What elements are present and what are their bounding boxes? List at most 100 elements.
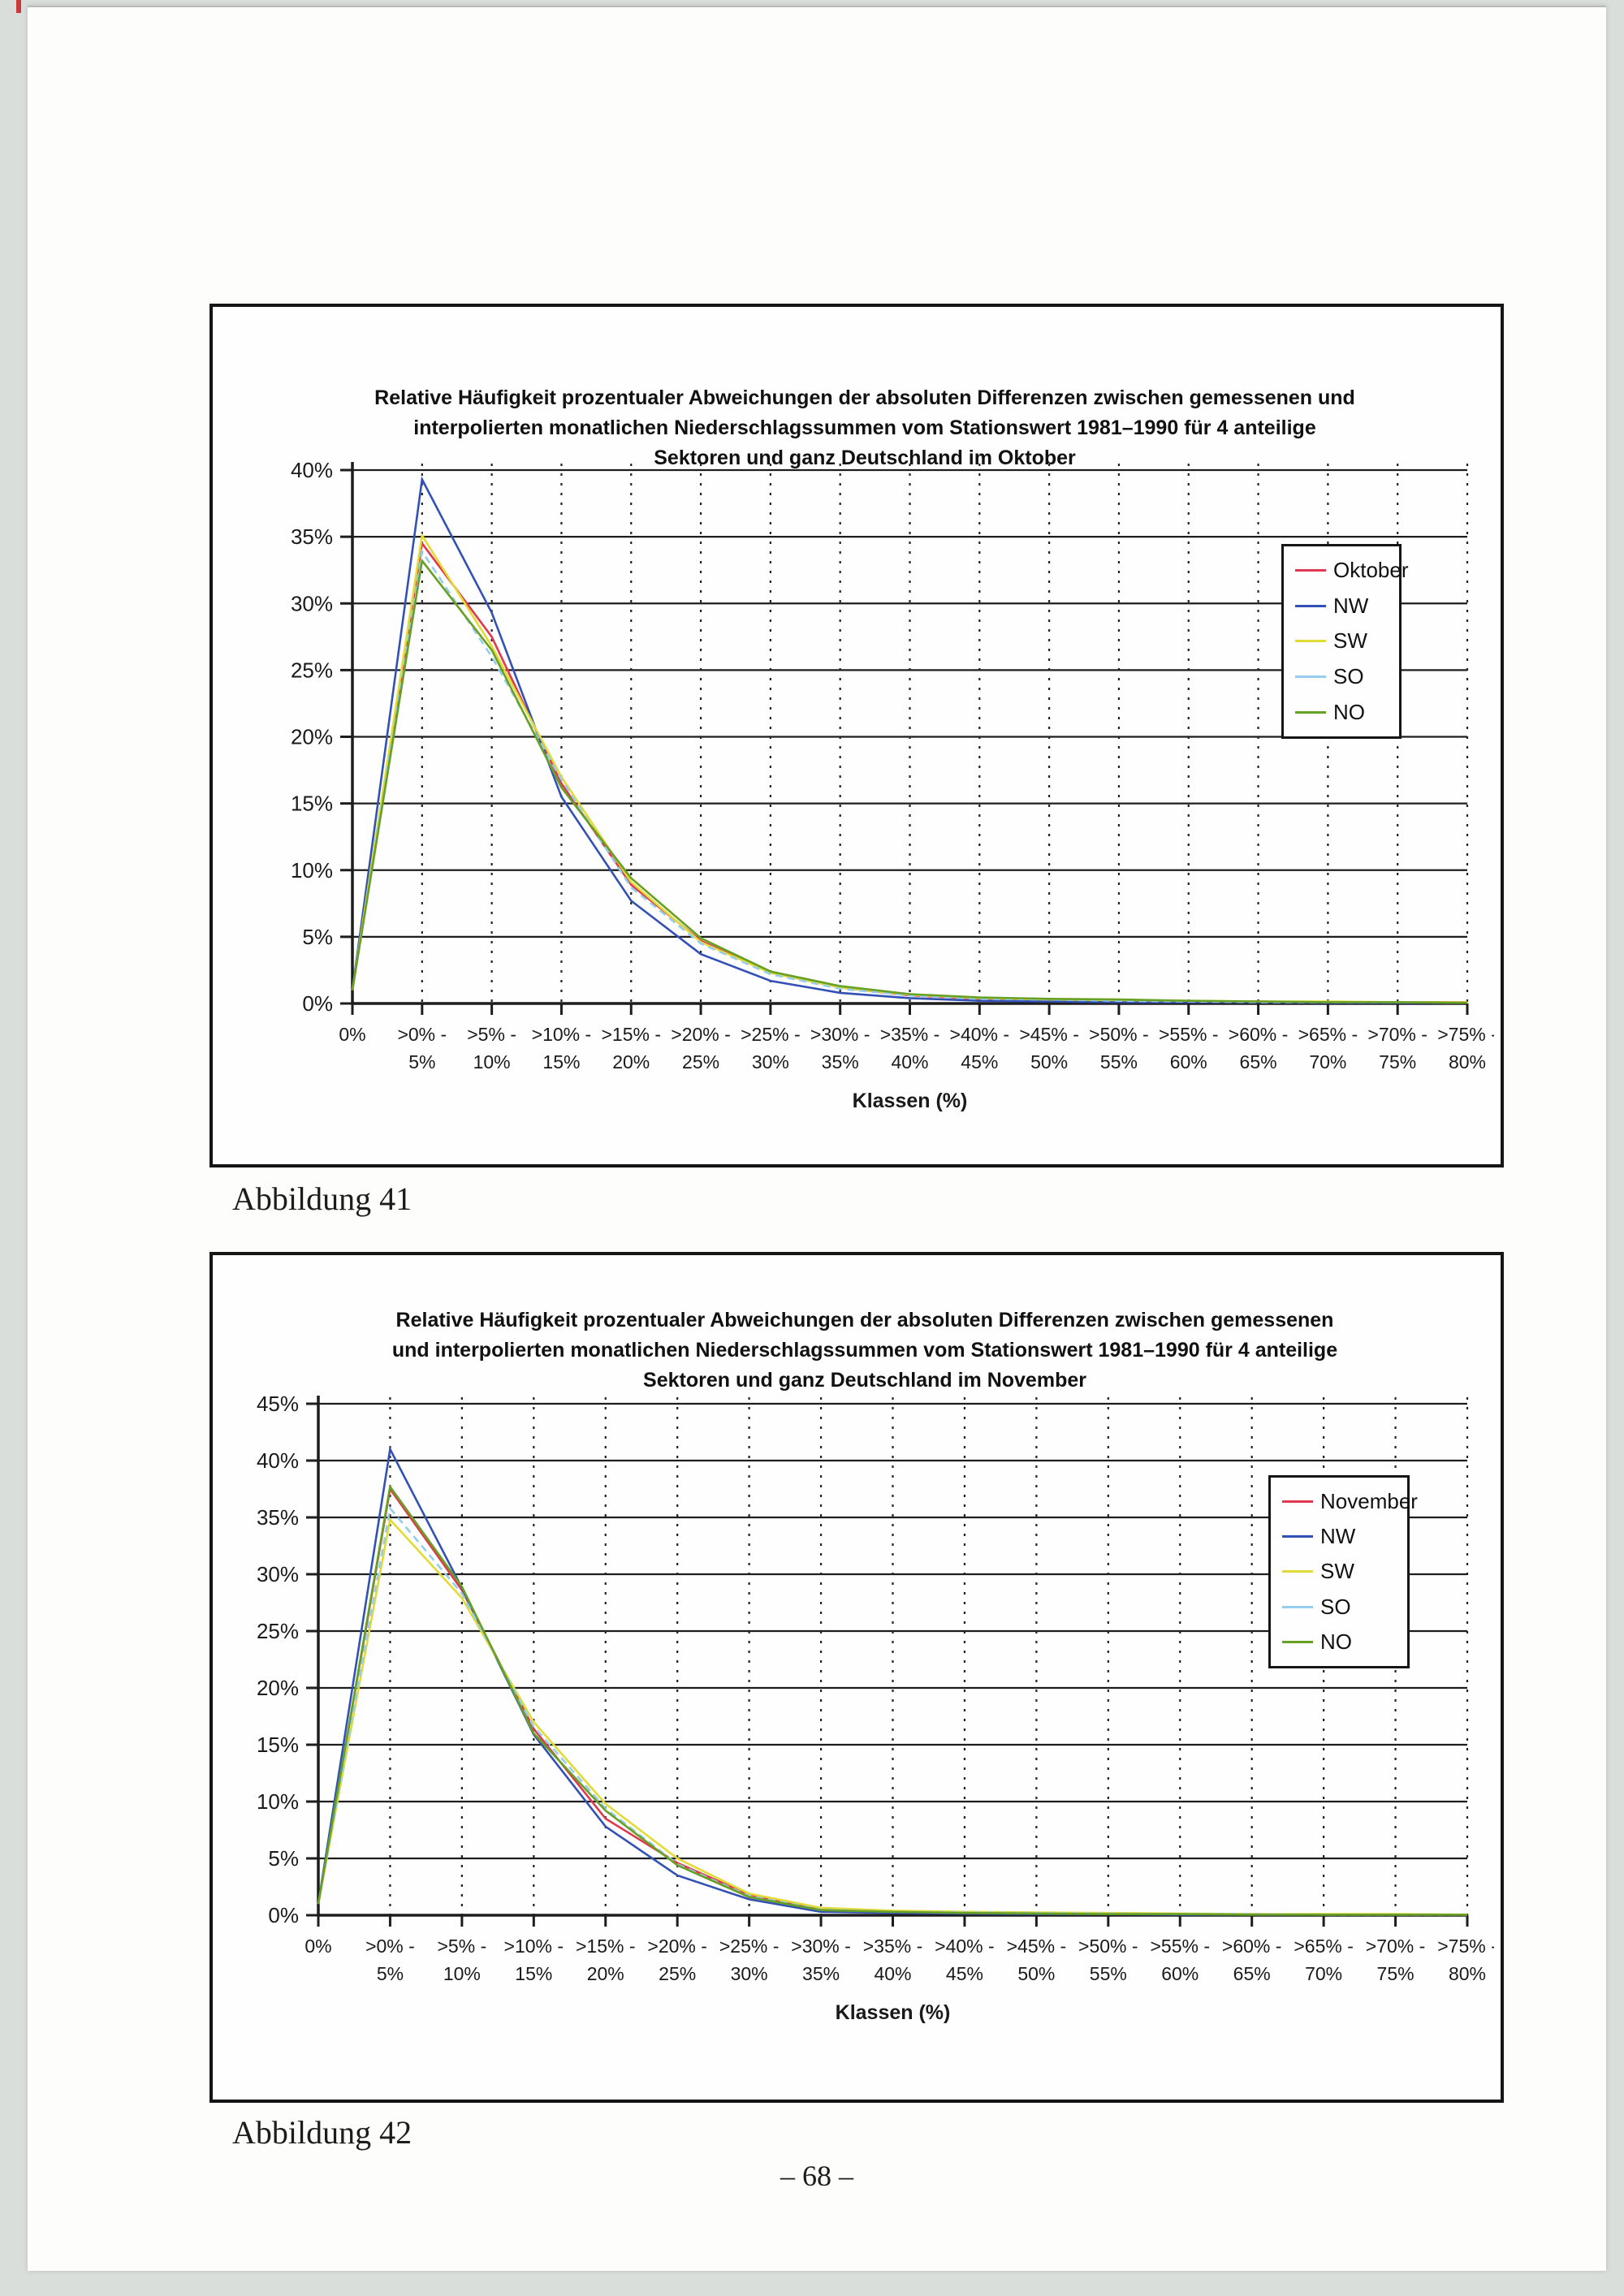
legend-label: SO bbox=[1320, 1594, 1351, 1619]
scan-edge-mark bbox=[16, 0, 21, 13]
chart-2-title-line-3: Sektoren und ganz Deutschland im Novembe… bbox=[643, 1369, 1086, 1392]
x-tick-label: >0% - bbox=[365, 1936, 415, 1957]
x-tick-label: 55% bbox=[1100, 1051, 1138, 1072]
legend-item-NO: NO bbox=[1282, 1629, 1407, 1655]
legend-line-swatch bbox=[1282, 1535, 1313, 1539]
x-tick-label: >20% - bbox=[647, 1936, 707, 1957]
figure-1-caption: Abbildung 41 bbox=[232, 1180, 412, 1217]
x-axis-title: Klassen (%) bbox=[853, 1090, 968, 1112]
page-number: – 68 – bbox=[780, 2160, 853, 2192]
y-tick-label: 40% bbox=[257, 1448, 299, 1473]
y-tick-label: 45% bbox=[257, 1392, 299, 1416]
x-tick-label: 75% bbox=[1379, 1051, 1416, 1072]
y-tick-label: 10% bbox=[257, 1789, 299, 1814]
y-tick-label: 15% bbox=[291, 792, 333, 816]
x-tick-label: 60% bbox=[1161, 1963, 1199, 1984]
x-tick-label: >55% - bbox=[1159, 1024, 1219, 1045]
legend-item-SW: SW bbox=[1282, 1559, 1407, 1584]
x-tick-label: 70% bbox=[1305, 1963, 1342, 1984]
x-tick-label: >25% - bbox=[719, 1936, 780, 1957]
x-tick-label: 15% bbox=[515, 1963, 552, 1984]
x-tick-label: >25% - bbox=[741, 1024, 801, 1045]
x-tick-label: >0% - bbox=[397, 1024, 447, 1045]
legend-item-SW: SW bbox=[1295, 628, 1399, 654]
series-line-NO bbox=[351, 558, 1468, 1004]
y-tick-label: 15% bbox=[257, 1733, 299, 1757]
figure-1-frame: Relative Häufigkeit prozentualer Abweich… bbox=[209, 304, 1504, 1167]
y-tick-label: 40% bbox=[291, 458, 333, 482]
figure-2-caption: Abbildung 42 bbox=[232, 2114, 412, 2151]
x-tick-label: 10% bbox=[443, 1963, 481, 1984]
legend-item-Oktober: Oktober bbox=[1295, 558, 1409, 583]
legend-item-NW: NW bbox=[1295, 593, 1399, 619]
legend-line-swatch bbox=[1282, 1640, 1313, 1643]
x-tick-label: 65% bbox=[1240, 1051, 1277, 1072]
y-tick-label: 20% bbox=[257, 1676, 299, 1700]
x-tick-label: 55% bbox=[1090, 1963, 1127, 1984]
legend-item-November: November bbox=[1282, 1489, 1418, 1514]
chart-2-title-line-1: Relative Häufigkeit prozentualer Abweich… bbox=[395, 1309, 1334, 1331]
x-tick-label: 60% bbox=[1170, 1051, 1207, 1072]
y-tick-label: 30% bbox=[291, 591, 333, 615]
x-tick-label: >75% - bbox=[1437, 1024, 1494, 1045]
x-tick-label: 40% bbox=[891, 1051, 928, 1072]
x-tick-label: >55% - bbox=[1150, 1936, 1210, 1957]
legend-label: SW bbox=[1320, 1559, 1354, 1584]
series-line-NO bbox=[317, 1483, 1467, 1916]
legend-line-swatch bbox=[1295, 604, 1326, 607]
x-tick-label: 50% bbox=[1017, 1963, 1055, 1984]
x-tick-label: 65% bbox=[1233, 1963, 1271, 1984]
y-tick-label: 35% bbox=[291, 524, 333, 549]
x-tick-label: 50% bbox=[1030, 1051, 1068, 1072]
x-tick-label: 30% bbox=[731, 1963, 768, 1984]
x-tick-label: >15% - bbox=[601, 1024, 661, 1045]
x-tick-label: >60% - bbox=[1222, 1936, 1282, 1957]
y-tick-label: 30% bbox=[257, 1562, 299, 1586]
x-tick-label: 10% bbox=[473, 1051, 511, 1072]
x-tick-label: >65% - bbox=[1298, 1024, 1358, 1045]
x-tick-label: 75% bbox=[1377, 1963, 1415, 1984]
legend-line-swatch bbox=[1282, 1605, 1313, 1608]
legend-line-swatch bbox=[1295, 710, 1326, 714]
chart-1-legend: Oktober NW SW SO NO bbox=[1281, 544, 1409, 739]
y-tick-label: 5% bbox=[302, 925, 333, 949]
chart-2-plot: 0% 5% 10% 15% 20% 25% 30% 35% 40% 45% 0% >0% - 5% >5%… bbox=[257, 1392, 1494, 2024]
x-tick-label: 30% bbox=[752, 1051, 789, 1072]
legend-label: November bbox=[1320, 1489, 1418, 1514]
x-axis-title: Klassen (%) bbox=[836, 2001, 951, 2024]
x-tick-label: >50% - bbox=[1078, 1936, 1138, 1957]
x-tick-label: >45% - bbox=[1007, 1936, 1067, 1957]
legend-item-SO: SO bbox=[1295, 664, 1399, 689]
x-tick-label: 35% bbox=[822, 1051, 859, 1072]
chart-2-title: Relative Häufigkeit prozentualer Abweich… bbox=[286, 1306, 1444, 1396]
x-tick-label: >5% - bbox=[467, 1024, 516, 1045]
x-tick-label: 0% bbox=[339, 1024, 365, 1045]
x-tick-label: >65% - bbox=[1294, 1936, 1354, 1957]
legend-label: NO bbox=[1320, 1629, 1352, 1654]
legend-line-swatch bbox=[1295, 569, 1326, 572]
legend-item-NO: NO bbox=[1295, 700, 1399, 725]
x-tick-label: >30% - bbox=[791, 1936, 851, 1957]
x-tick-label: 45% bbox=[946, 1963, 983, 1984]
x-tick-label: 15% bbox=[542, 1051, 580, 1072]
legend-line-swatch bbox=[1282, 1500, 1313, 1504]
chart-1-title-line-3: Sektoren und ganz Deutschland im Oktober bbox=[654, 447, 1076, 469]
x-tick-label: 5% bbox=[377, 1963, 404, 1984]
legend-item-SO: SO bbox=[1282, 1595, 1407, 1620]
x-tick-label: >70% - bbox=[1366, 1936, 1426, 1957]
x-tick-label: >45% - bbox=[1019, 1024, 1079, 1045]
legend-label: NO bbox=[1333, 699, 1365, 724]
x-tick-label: >75% - bbox=[1437, 1936, 1494, 1957]
x-tick-label: >35% - bbox=[880, 1024, 940, 1045]
x-tick-label: 35% bbox=[802, 1963, 840, 1984]
legend-item-NW: NW bbox=[1282, 1524, 1407, 1549]
x-tick-label: >35% - bbox=[863, 1936, 923, 1957]
x-tick-label: >10% - bbox=[504, 1936, 564, 1957]
figure-2-frame: Relative Häufigkeit prozentualer Abweich… bbox=[209, 1252, 1504, 2103]
x-tick-label: 5% bbox=[408, 1051, 435, 1072]
x-tick-label: 20% bbox=[587, 1963, 624, 1984]
x-tick-label: 25% bbox=[659, 1963, 696, 1984]
y-tick-label: 10% bbox=[291, 858, 333, 883]
x-tick-label: 40% bbox=[874, 1963, 911, 1984]
chart-2-legend: November NW SW SO NO bbox=[1268, 1475, 1418, 1668]
